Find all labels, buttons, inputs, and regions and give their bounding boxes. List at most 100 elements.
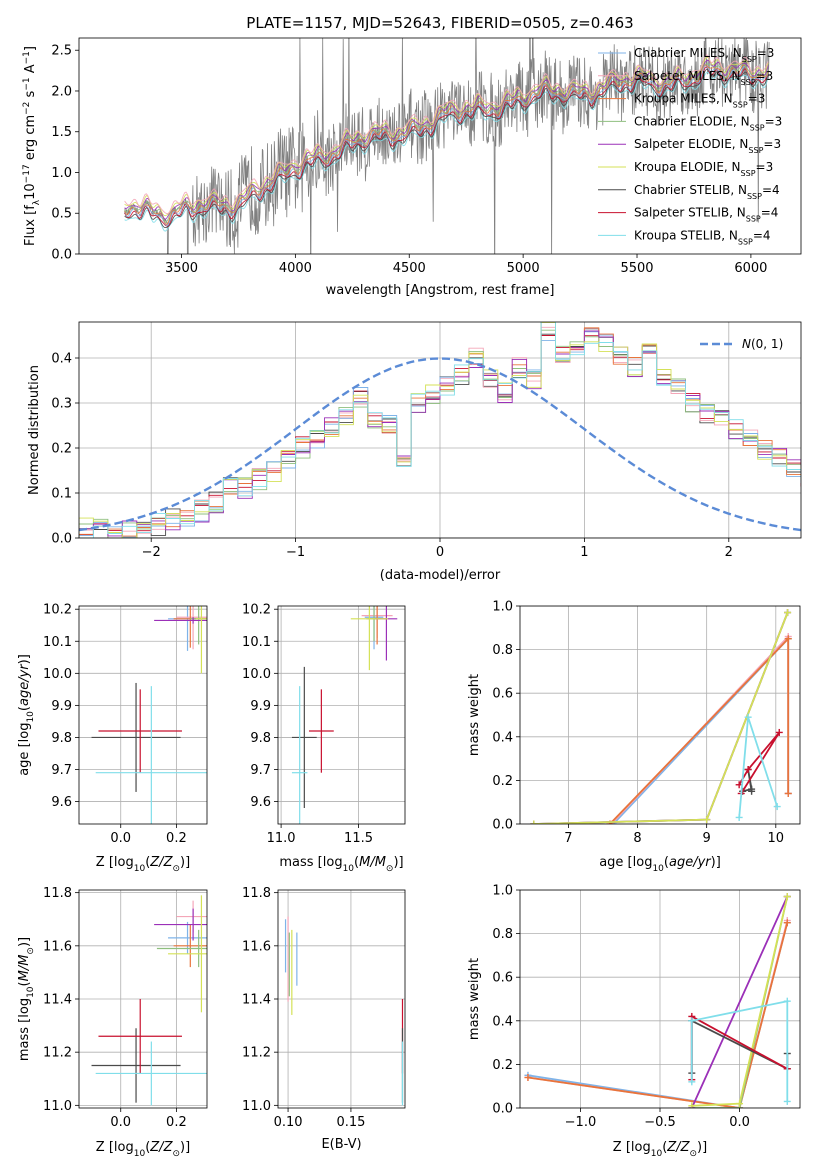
x-tick-label: 0 bbox=[436, 545, 444, 560]
label-part: log bbox=[114, 1140, 134, 1155]
y-tick-label: 0.0 bbox=[51, 532, 72, 547]
legend-part: (0, 1) bbox=[751, 337, 783, 351]
plot-area-residuals bbox=[79, 322, 801, 538]
weight-line bbox=[690, 1000, 789, 1102]
label-part: Z/Z bbox=[666, 1140, 690, 1155]
legend-entry: Chabrier MILES, NSSP=3 bbox=[634, 46, 774, 64]
legend-sub: SSP bbox=[742, 55, 757, 64]
legend-base: Kroupa ELODIE, N bbox=[634, 160, 741, 174]
label-part: log bbox=[17, 998, 32, 1018]
x-tick-label: 0.2 bbox=[166, 1115, 187, 1130]
legend-base: Kroupa STELIB, N bbox=[634, 228, 738, 242]
y-tick-label: 2.0 bbox=[51, 84, 72, 99]
spectrum-data-line bbox=[124, 38, 770, 254]
label-part: Z/Z bbox=[149, 1140, 173, 1155]
x-axis-label: Z [log10(Z/Z⊙)] bbox=[96, 1140, 190, 1159]
label-part: ] bbox=[23, 46, 38, 51]
y-tick-label: 11.2 bbox=[242, 1046, 271, 1061]
label-part: ( bbox=[662, 1140, 667, 1155]
label-part: ⊙ bbox=[26, 947, 36, 955]
y-tick-label: 11.4 bbox=[43, 993, 72, 1008]
grid-weight_vs_Z bbox=[520, 890, 800, 1108]
y-tick-label: 10.2 bbox=[242, 603, 271, 618]
plot-area-age_vs_Z bbox=[79, 606, 207, 824]
y-tick-label: 11.6 bbox=[242, 939, 271, 954]
label-part: )] bbox=[711, 855, 721, 870]
axes-frame bbox=[519, 605, 801, 825]
x-tick-label: −2 bbox=[142, 545, 161, 560]
label-part: mass [ bbox=[17, 1018, 32, 1061]
legend-tail: =3 bbox=[765, 114, 783, 128]
y-tick-label: 0.5 bbox=[51, 207, 72, 222]
plot-area-spectrum bbox=[124, 38, 770, 254]
legend-sub: SSP bbox=[741, 169, 756, 178]
x-axis-label: age [log10(age/yr)] bbox=[599, 855, 721, 874]
legend-sub: SSP bbox=[741, 77, 756, 86]
axes-frame bbox=[78, 889, 208, 1109]
label-part: 10 bbox=[26, 986, 36, 998]
y-axis-label: Normed distribution bbox=[27, 365, 42, 495]
label-part: 10 bbox=[26, 711, 36, 723]
y-tick-label: 11.0 bbox=[242, 1099, 271, 1114]
weight-line bbox=[527, 922, 789, 1108]
y-tick-label: 10.2 bbox=[43, 603, 72, 618]
y-tick-label: 10.0 bbox=[242, 667, 271, 682]
spectrum-model-line bbox=[124, 68, 769, 229]
label-part: age [ bbox=[599, 855, 632, 870]
spectrum-model-line bbox=[124, 64, 769, 227]
y-axis-label: Flux [fλ10−17 erg cm−2 s−1 A−1] bbox=[22, 46, 42, 246]
label-part: 10 bbox=[651, 1149, 663, 1159]
legend-base: Chabrier STELIB, N bbox=[634, 183, 747, 197]
grid-residuals bbox=[79, 322, 801, 538]
x-tick-label: 8 bbox=[633, 831, 641, 846]
legend-entry: Kroupa ELODIE, NSSP=3 bbox=[634, 160, 773, 178]
legend-tail: =4 bbox=[761, 206, 779, 220]
label-part: s bbox=[23, 90, 38, 101]
x-tick-label: 0.0 bbox=[110, 831, 131, 846]
label-part: )] bbox=[393, 855, 403, 870]
x-tick-label: 0.2 bbox=[166, 831, 187, 846]
label-part: Z/Z bbox=[149, 855, 173, 870]
plot-area-age_vs_mass bbox=[278, 606, 405, 824]
label-part: A bbox=[23, 64, 38, 77]
spectrum-model-line bbox=[124, 71, 769, 232]
legend: Chabrier MILES, NSSP=3 Salpeter MILES, NS… bbox=[598, 46, 782, 246]
panel-residuals: −2 −1 0 1 2 0.0 0.1 0.2 0.3 0.4 (data-model)/error… bbox=[27, 321, 802, 583]
x-tick-label: 9 bbox=[703, 831, 711, 846]
label-part: −2 bbox=[22, 102, 32, 115]
label-part: M/M bbox=[17, 955, 32, 982]
x-tick-label: 5500 bbox=[620, 261, 653, 276]
label-part: 10 bbox=[23, 183, 38, 200]
y-tick-label: 0.4 bbox=[492, 730, 513, 745]
x-tick-label: 0.10 bbox=[274, 1115, 303, 1130]
legend-tail: =4 bbox=[762, 183, 780, 197]
legend-entry: Salpeter MILES, NSSP=3 bbox=[634, 69, 773, 87]
y-tick-label: 0.1 bbox=[51, 487, 72, 502]
spectrum-model-line bbox=[124, 66, 769, 227]
legend-sub: SSP bbox=[748, 146, 763, 155]
x-axis-label: mass [log10(M/M⊙)] bbox=[279, 855, 403, 874]
weight-line bbox=[609, 636, 790, 824]
y-tick-label: 9.8 bbox=[51, 731, 72, 746]
x-tick-label: 0.0 bbox=[729, 1115, 750, 1130]
label-part: Flux [f bbox=[23, 205, 38, 246]
x-axis-label: (data-model)/error bbox=[380, 568, 501, 583]
x-tick-label: 4500 bbox=[393, 261, 426, 276]
histogram-step bbox=[79, 335, 801, 538]
panel-age_vs_Z: 0.0 0.29.69.79.89.910.010.110.2Z [log10(Z… bbox=[17, 603, 208, 874]
y-tick-label: 9.9 bbox=[250, 699, 271, 714]
label-part: 10 bbox=[343, 864, 355, 874]
y-tick-label: 0.0 bbox=[492, 1102, 513, 1117]
y-tick-label: 11.4 bbox=[242, 993, 271, 1008]
histogram-step bbox=[79, 322, 801, 538]
x-axis-label: wavelength [Angstrom, rest frame] bbox=[326, 283, 555, 298]
label-part: mass [ bbox=[279, 855, 322, 870]
legend-tail: =3 bbox=[748, 92, 766, 106]
axes-frame bbox=[519, 889, 801, 1109]
label-part: 10 bbox=[652, 864, 664, 874]
y-tick-label: 9.8 bbox=[250, 731, 271, 746]
y-tick-label: 0.3 bbox=[51, 397, 72, 412]
y-tick-label: 11.0 bbox=[43, 1099, 72, 1114]
x-tick-label: 6000 bbox=[734, 261, 767, 276]
